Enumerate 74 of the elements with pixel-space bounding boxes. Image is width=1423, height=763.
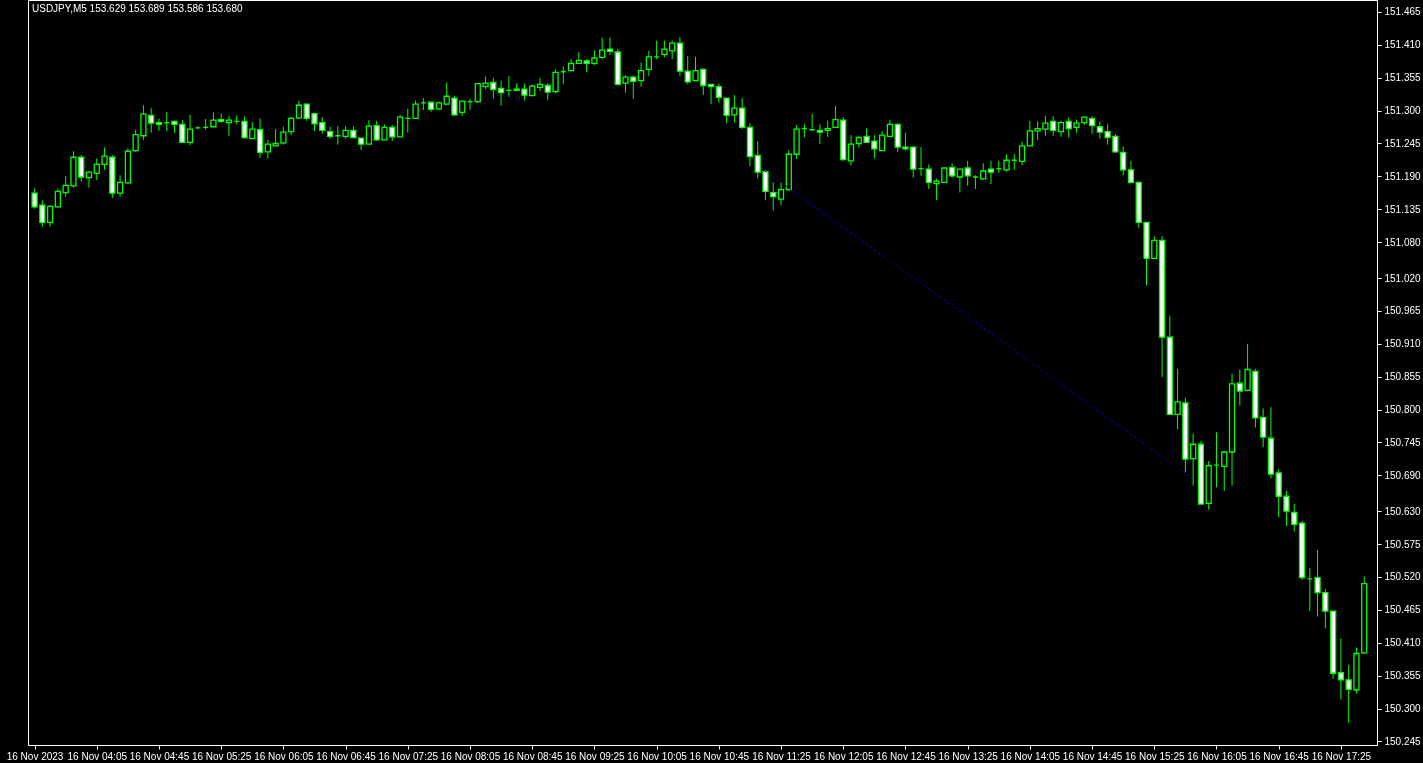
y-tick-label: 151.135	[1384, 203, 1422, 215]
candlestick	[1291, 503, 1298, 533]
y-tick-label: 150.355	[1384, 670, 1422, 682]
y-tick-label: 151.020	[1384, 272, 1422, 284]
y-tick-label: 150.300	[1384, 703, 1422, 715]
candlestick	[497, 80, 505, 107]
candlestick	[155, 117, 163, 132]
x-tick-label: 16 Nov 15:25	[1125, 750, 1185, 762]
candlestick	[54, 187, 62, 208]
x-tick-label: 16 Nov 06:05	[254, 750, 315, 762]
candlestick	[1127, 160, 1135, 185]
candlestick	[964, 160, 971, 187]
x-tick-label: 16 Nov 14:45	[1062, 750, 1123, 762]
candlestick	[637, 62, 645, 88]
x-tick-label: 16 Nov 07:25	[378, 750, 439, 762]
candlestick	[1018, 141, 1026, 166]
y-tick-label: 151.190	[1384, 170, 1422, 182]
candlestick	[1221, 450, 1228, 492]
candlestick	[326, 126, 334, 140]
y-tick-label: 150.245	[1384, 735, 1422, 747]
x-tick-label: 16 Nov 12:45	[876, 750, 937, 762]
x-tick-label: 16 Nov 13:25	[938, 750, 999, 762]
candlestick	[770, 181, 777, 211]
candlestick	[1337, 638, 1345, 701]
x-tick-label: 16 Nov 10:45	[689, 750, 750, 762]
x-tick-label: 16 Nov 08:05	[440, 750, 501, 762]
x-tick-label: 16 Nov 04:45	[129, 750, 190, 762]
y-tick-label: 151.080	[1384, 236, 1422, 248]
x-tick-label: 16 Nov 12:05	[813, 750, 874, 762]
x-tick-label: 16 Nov 08:45	[502, 750, 563, 762]
y-tick-label: 151.300	[1384, 105, 1422, 117]
candlestick	[847, 134, 855, 167]
x-tick-label: 16 Nov 14:05	[1000, 750, 1061, 762]
y-tick-label: 151.465	[1384, 6, 1422, 18]
candlestick	[878, 130, 886, 152]
x-tick-label: 16 Nov 10:05	[627, 750, 688, 762]
candlestick	[645, 50, 652, 77]
y-tick-label: 150.465	[1384, 604, 1422, 616]
y-tick-label: 150.520	[1384, 571, 1422, 583]
y-tick-label: 151.355	[1384, 72, 1422, 84]
y-tick-label: 151.410	[1384, 39, 1422, 51]
x-tick-label: 16 Nov 17:25	[1311, 750, 1372, 762]
y-tick-label: 150.690	[1384, 469, 1422, 481]
y-tick-label: 150.965	[1384, 305, 1422, 317]
x-tick-label: 16 Nov 09:25	[565, 750, 626, 762]
candlestick	[987, 160, 995, 185]
y-tick-label: 150.575	[1384, 538, 1422, 550]
x-tick-label: 16 Nov 04:05	[67, 750, 128, 762]
candlestick	[116, 174, 124, 198]
candlestick	[46, 204, 54, 228]
y-tick-label: 150.630	[1384, 505, 1422, 517]
y-tick-label: 150.410	[1384, 637, 1422, 649]
candlestick	[816, 123, 824, 145]
x-tick-label: 16 Nov 2023	[6, 750, 64, 762]
candlestick	[256, 117, 264, 159]
x-tick-label: 16 Nov 16:05	[1187, 750, 1248, 762]
candlestick	[85, 170, 93, 189]
candlestick	[536, 77, 544, 92]
x-tick-label: 16 Nov 05:25	[191, 750, 252, 762]
candlestick	[777, 181, 785, 206]
chart-title: USDJPY,M5 153.629 153.689 153.586 153.680	[32, 3, 243, 14]
candlestick	[365, 119, 373, 145]
y-tick-label: 150.855	[1384, 371, 1422, 383]
candlestick	[1088, 116, 1096, 135]
candlestick	[396, 114, 404, 138]
y-tick-label: 150.910	[1384, 338, 1422, 350]
x-tick-label: 16 Nov 16:45	[1249, 750, 1310, 762]
candlestick	[606, 37, 614, 56]
y-tick-label: 151.245	[1384, 138, 1422, 149]
y-tick-label: 150.800	[1384, 404, 1422, 416]
x-tick-label: 16 Nov 11:25	[752, 750, 812, 762]
x-tick-label: 16 Nov 06:45	[316, 750, 377, 762]
candlestick	[186, 114, 194, 146]
y-tick-label: 150.745	[1384, 436, 1422, 448]
